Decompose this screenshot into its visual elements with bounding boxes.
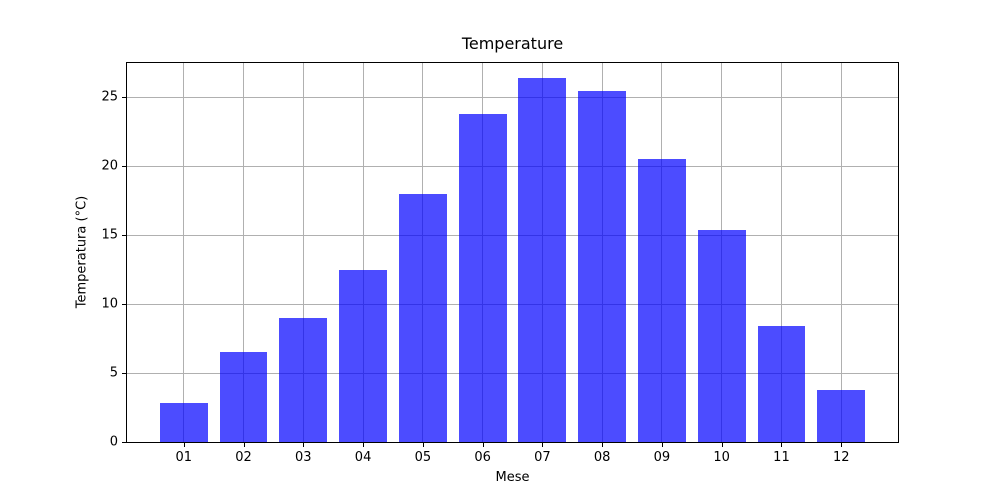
chart-title: Temperature [461,34,564,53]
horizontal-gridline [127,234,898,236]
y-tick-label: 15 [101,227,118,243]
x-tick-label: 10 [713,450,730,465]
bar-month-03 [279,317,328,442]
bar-month-04 [339,269,387,442]
y-axis-label: Temperatura (°C) [74,195,90,309]
y-tick-label: 0 [109,434,118,450]
y-tick-mark [122,166,126,168]
x-tick-label: 08 [593,450,611,465]
y-tick-label: 25 [101,89,118,105]
x-tick-mark [661,443,663,447]
horizontal-gridline [127,165,898,167]
x-tick-mark [303,443,305,447]
y-tick-label: 5 [109,365,118,381]
x-tick-mark [781,443,783,447]
x-tick-label: 03 [295,450,312,465]
x-tick-mark [183,443,185,447]
x-tick-label: 01 [175,450,193,465]
x-tick-mark [721,443,723,447]
x-tick-mark [363,443,365,447]
bar-month-08 [578,90,627,442]
x-tick-label: 05 [414,450,432,465]
x-tick-label: 11 [773,450,790,465]
x-tick-label: 04 [354,450,372,465]
x-tick-mark [542,443,544,447]
bar-month-12 [817,389,866,442]
y-tick-label: 20 [101,158,118,174]
bar-month-07 [518,78,567,442]
y-tick-label: 10 [101,296,118,312]
plot-area [126,62,899,443]
x-tick-mark [841,443,843,447]
x-tick-label: 09 [653,450,671,465]
y-tick-mark [122,97,126,99]
bar-month-10 [697,229,746,442]
y-tick-mark [122,235,126,237]
y-tick-mark [122,304,126,306]
horizontal-gridline [127,303,898,305]
bar-month-01 [159,403,208,442]
y-tick-mark [122,442,126,443]
horizontal-gridline [127,96,898,98]
horizontal-gridline [127,372,898,374]
x-tick-label: 12 [832,450,850,465]
x-tick-label: 02 [235,450,252,465]
bar-month-11 [757,326,806,442]
vertical-gridline [183,63,185,442]
x-tick-label: 06 [474,450,491,465]
x-tick-mark [482,443,484,447]
bar-month-09 [638,159,686,442]
bar-month-05 [398,193,447,442]
bar-month-06 [458,113,507,442]
vertical-gridline [780,63,782,442]
x-tick-label: 07 [534,450,551,465]
vertical-gridline [243,63,245,442]
x-tick-mark [422,443,424,447]
x-tick-mark [243,443,245,447]
y-tick-mark [122,373,126,375]
x-tick-mark [602,443,604,447]
vertical-gridline [840,63,842,442]
vertical-gridline [302,63,304,442]
bar-month-02 [219,352,268,442]
vertical-gridline [362,63,364,442]
x-axis-label: Mese [495,470,530,485]
